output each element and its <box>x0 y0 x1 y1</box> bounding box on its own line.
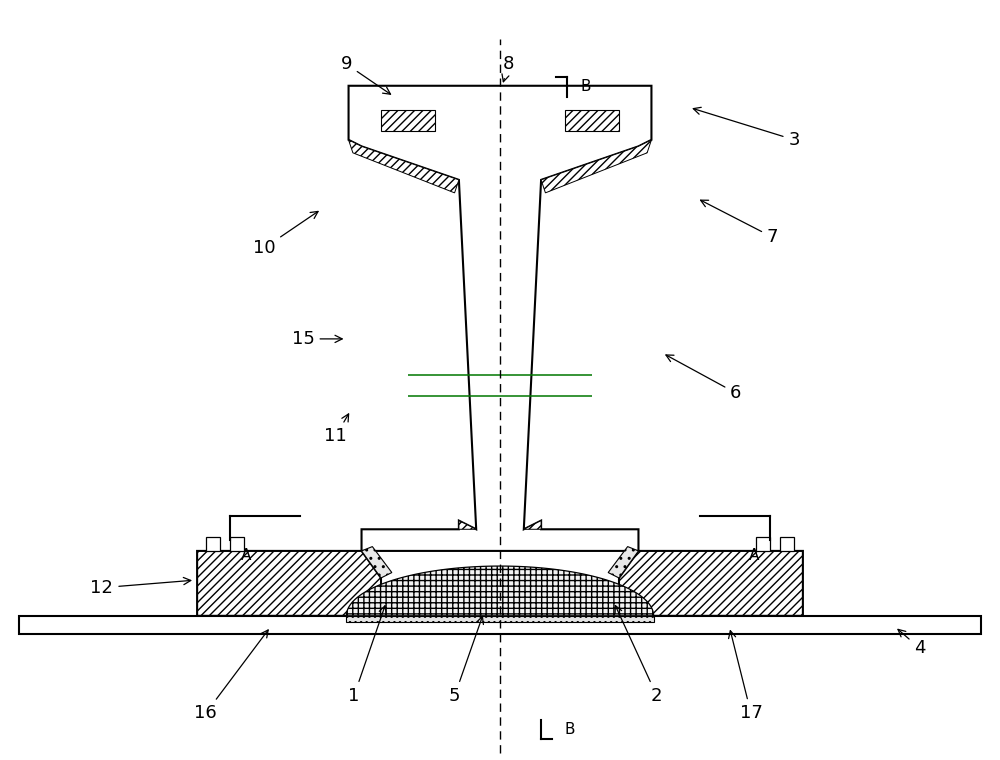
Polygon shape <box>565 109 619 131</box>
Polygon shape <box>346 566 654 616</box>
Text: 15: 15 <box>292 330 342 348</box>
Text: 6: 6 <box>666 355 742 402</box>
Polygon shape <box>780 537 794 551</box>
Polygon shape <box>756 537 770 551</box>
Polygon shape <box>619 551 803 616</box>
Text: B: B <box>565 722 575 737</box>
Text: 1: 1 <box>348 606 386 705</box>
Text: 9: 9 <box>341 55 391 94</box>
Polygon shape <box>206 537 220 551</box>
Text: 10: 10 <box>253 211 318 257</box>
Text: 16: 16 <box>194 630 268 722</box>
Text: 12: 12 <box>90 578 191 597</box>
Text: 8: 8 <box>502 55 514 82</box>
Polygon shape <box>349 140 459 193</box>
Text: 7: 7 <box>701 200 778 246</box>
Polygon shape <box>381 109 435 131</box>
Text: 4: 4 <box>898 629 925 657</box>
Polygon shape <box>346 616 654 622</box>
Text: 17: 17 <box>729 631 762 722</box>
Text: 2: 2 <box>615 606 663 705</box>
Polygon shape <box>541 140 651 193</box>
Text: A: A <box>240 548 251 562</box>
Text: 11: 11 <box>324 414 349 445</box>
Polygon shape <box>230 537 244 551</box>
Polygon shape <box>459 521 476 529</box>
Text: 3: 3 <box>693 107 800 149</box>
Polygon shape <box>197 551 381 616</box>
Text: A: A <box>749 548 760 562</box>
Polygon shape <box>524 521 541 529</box>
Polygon shape <box>349 86 651 551</box>
Polygon shape <box>362 546 392 578</box>
Polygon shape <box>19 616 981 634</box>
Text: B: B <box>580 79 591 94</box>
Polygon shape <box>608 546 638 578</box>
Text: 5: 5 <box>449 616 483 705</box>
